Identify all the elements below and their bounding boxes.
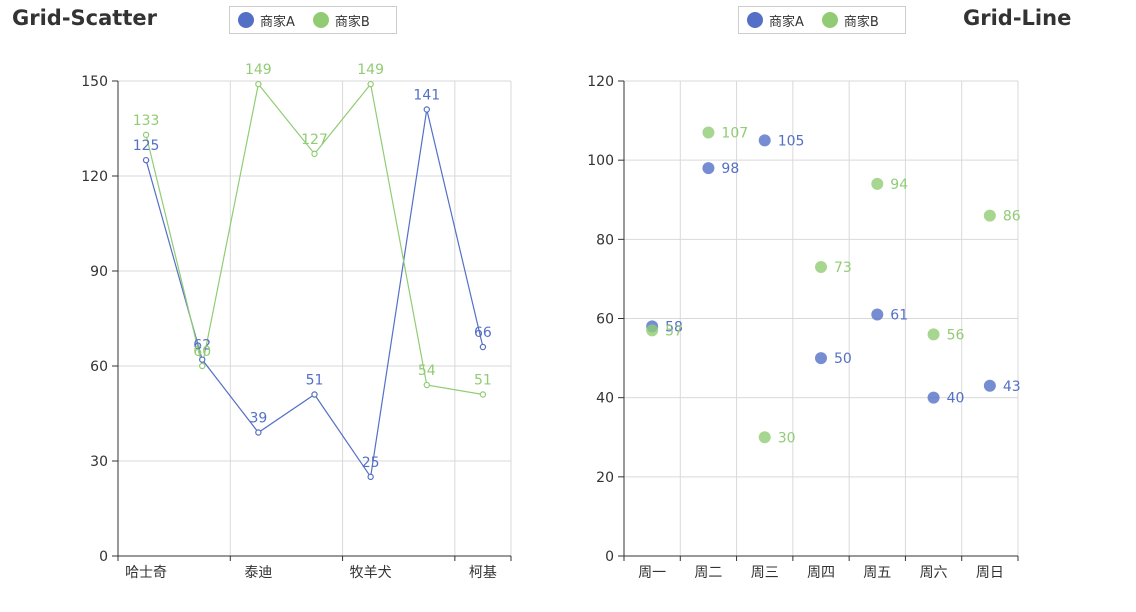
x-tick-label: 哈士奇 (125, 564, 167, 581)
legend-marker-a-icon (238, 12, 254, 28)
y-tick-label: 120 (587, 74, 614, 90)
data-point (423, 381, 430, 389)
y-tick-label: 120 (81, 169, 108, 185)
y-tick-label: 90 (90, 264, 108, 280)
data-point (367, 473, 374, 481)
data-label: 60 (193, 344, 211, 360)
data-point (142, 156, 150, 164)
data-label: 58 (665, 319, 683, 335)
data-label: 107 (721, 125, 748, 141)
legend-marker-b-icon (821, 12, 838, 28)
legend-item-series-b[interactable]: 商家B (821, 11, 879, 30)
series-line-a (145, 109, 484, 479)
left-chart-title: Grid-Scatter (12, 6, 157, 30)
data-label: 149 (357, 62, 384, 78)
data-label: 39 (249, 411, 267, 427)
data-point (479, 343, 487, 351)
data-label: 43 (1003, 379, 1021, 395)
scatter-point-b (927, 328, 940, 341)
data-label: 127 (301, 132, 328, 148)
data-label: 61 (890, 308, 908, 324)
scatter-point-b (702, 126, 715, 139)
x-tick-label: 周二 (694, 565, 722, 581)
scatter-point-b (871, 177, 884, 190)
x-tick-label: 周三 (751, 565, 779, 581)
y-tick-label: 0 (99, 549, 108, 565)
legend-marker-a-icon (747, 12, 763, 28)
data-label: 51 (306, 373, 324, 389)
data-label: 86 (1003, 209, 1021, 225)
scatter-point-a (815, 352, 827, 365)
scatter-point-a (871, 308, 884, 321)
data-point (255, 80, 262, 88)
legend-item-series-a[interactable]: 商家A (238, 11, 295, 30)
data-label: 51 (474, 373, 492, 389)
x-tick-label: 周四 (807, 565, 835, 581)
legend-label-b: 商家B (334, 14, 370, 30)
data-label: 66 (474, 325, 492, 341)
data-label: 57 (665, 323, 683, 339)
data-label: 73 (834, 260, 852, 276)
data-label: 98 (721, 161, 739, 177)
legend-marker-b-icon (312, 12, 329, 28)
x-tick-label: 泰迪 (244, 565, 272, 581)
data-point (142, 131, 150, 139)
data-label: 149 (245, 62, 272, 78)
scatter-point-a (927, 391, 940, 404)
scatter-point-b (646, 324, 659, 337)
legend-label-a: 商家A (260, 14, 295, 30)
data-label: 25 (362, 455, 380, 471)
legend-item-series-b[interactable]: 商家B (312, 11, 370, 30)
data-label: 54 (418, 363, 436, 379)
x-tick-label: 牧羊犬 (350, 565, 392, 581)
x-tick-label: 柯基 (469, 564, 497, 581)
y-tick-label: 40 (596, 391, 614, 407)
data-point (311, 150, 318, 158)
x-tick-label: 周六 (920, 565, 948, 581)
data-point (255, 429, 262, 436)
data-point (311, 391, 318, 398)
data-point (199, 362, 206, 370)
x-tick-label: 周五 (863, 565, 891, 581)
y-tick-label: 60 (90, 359, 108, 375)
right-chart-title: Grid-Line (963, 6, 1072, 30)
y-tick-label: 0 (605, 549, 614, 565)
scatter-point-a (758, 134, 771, 147)
scatter-point-a (702, 162, 715, 175)
data-label: 94 (890, 177, 908, 193)
data-label: 40 (947, 391, 965, 407)
y-tick-label: 100 (587, 153, 614, 169)
data-point (199, 356, 206, 363)
scatter-point-b (815, 261, 827, 274)
data-point (367, 80, 374, 88)
data-label: 56 (947, 327, 965, 343)
data-label: 62 (193, 338, 211, 354)
legend-label-b: 商家B (843, 14, 879, 30)
x-tick-label: 周一 (638, 565, 666, 581)
y-tick-label: 20 (596, 470, 614, 486)
data-point (423, 106, 430, 113)
legend-item-series-a[interactable]: 商家A (747, 11, 804, 30)
legend-label-a: 商家A (769, 14, 804, 30)
y-tick-label: 150 (81, 74, 108, 90)
scatter-point-a (983, 379, 996, 392)
data-label: 141 (413, 88, 440, 104)
data-label: 30 (778, 430, 796, 446)
y-tick-label: 80 (596, 232, 614, 248)
left-legend: 商家A 商家B (229, 6, 397, 34)
data-point (479, 391, 487, 398)
x-tick-label: 周日 (976, 565, 1004, 581)
data-label: 125 (133, 138, 160, 154)
scatter-point-b (758, 431, 771, 444)
data-label: 50 (834, 351, 852, 367)
y-tick-label: 30 (90, 454, 108, 470)
y-tick-label: 60 (596, 312, 614, 328)
data-label: 105 (778, 133, 805, 149)
right-legend: 商家A 商家B (738, 6, 906, 34)
data-label: 133 (133, 113, 160, 129)
scatter-point-b (983, 209, 996, 222)
